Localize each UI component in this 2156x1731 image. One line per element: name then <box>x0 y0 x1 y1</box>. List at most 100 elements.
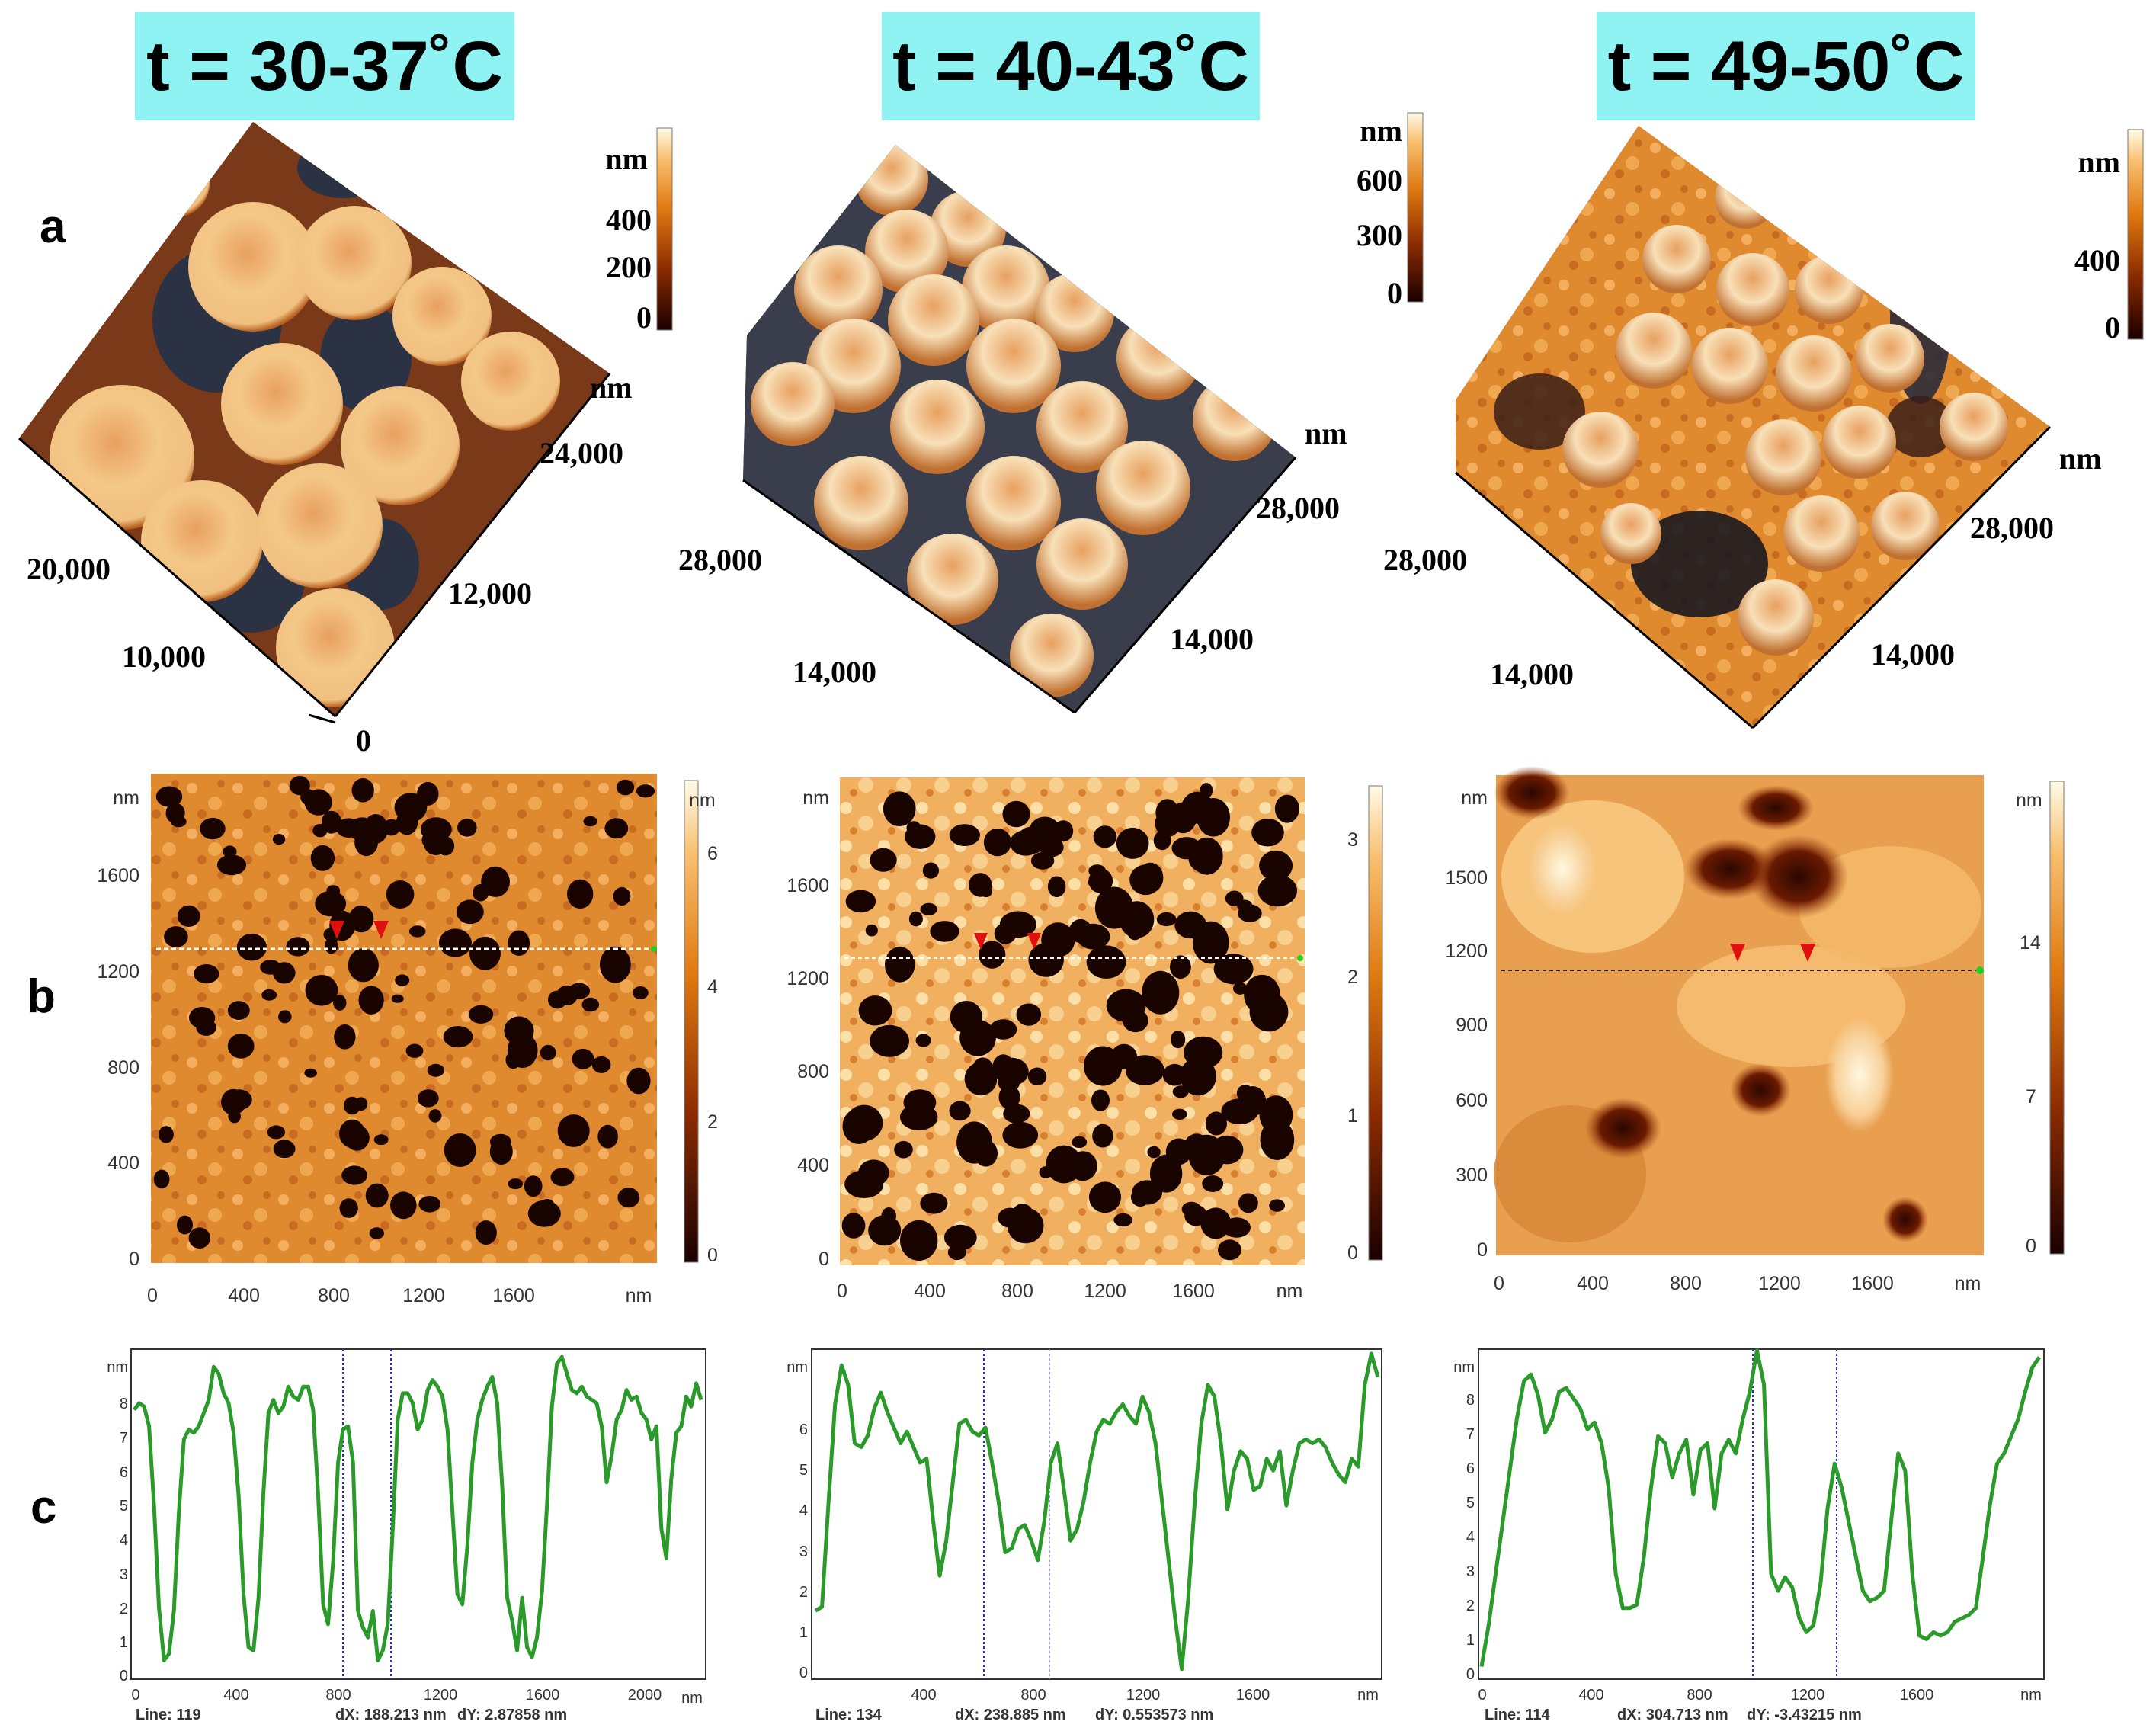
b2-y-tick: 800 <box>797 1061 829 1082</box>
b1-x-unit: nm <box>626 1285 652 1306</box>
b2-cbar-tick: 0 <box>1347 1242 1358 1264</box>
afm-pit <box>1088 1181 1122 1213</box>
afm-pit <box>883 791 916 826</box>
c3-y-tick: 7 <box>1466 1426 1475 1443</box>
afm-pit <box>1084 1046 1123 1086</box>
afm-pit <box>1072 1136 1088 1149</box>
b3-y-tick: 300 <box>1456 1165 1488 1186</box>
afm-pit <box>310 845 335 871</box>
afm-pit <box>922 862 939 879</box>
c1-y-tick: 1 <box>120 1634 128 1651</box>
afm-pit <box>1137 862 1164 893</box>
afm-pit <box>348 905 374 933</box>
b1-x-tick: 1600 <box>492 1285 535 1306</box>
afm-pit <box>1130 1188 1150 1207</box>
afm-pit <box>1088 877 1103 888</box>
a1-right-tick: 12,000 <box>448 576 532 611</box>
afm-pit <box>1149 1154 1183 1193</box>
afm-pit <box>469 936 501 970</box>
afm-pit <box>1170 955 1191 979</box>
b1-cbar-tick: 0 <box>707 1245 718 1266</box>
c1-y-tick: 0 <box>120 1668 128 1685</box>
afm-pit <box>438 928 472 957</box>
afm-pit <box>956 1121 992 1164</box>
afm-pit <box>373 1134 389 1146</box>
afm-pit <box>1260 1119 1295 1160</box>
afm-pit <box>312 824 328 838</box>
b3-y-tick: 600 <box>1456 1090 1488 1111</box>
afm-pit <box>325 938 338 954</box>
b2-y-tick: 1200 <box>786 968 829 989</box>
c3-footer-line: Line: 114 <box>1485 1707 1550 1723</box>
afm-pit <box>227 1034 255 1059</box>
afm-pit <box>841 1213 866 1239</box>
afm-pit <box>616 779 635 796</box>
c2-footer-dy: dY: 0.553573 nm <box>1095 1707 1213 1723</box>
b3-y-unit: nm <box>1461 787 1488 809</box>
afm-pit <box>583 816 597 827</box>
b2-y-unit: nm <box>802 787 829 809</box>
afm-pit <box>998 1207 1023 1228</box>
afm-pit <box>1027 1067 1047 1086</box>
afm-pit <box>335 818 361 838</box>
afm-pit <box>920 1192 948 1214</box>
afm-pit <box>1259 850 1293 881</box>
b1-cbar-tick: 4 <box>707 976 718 998</box>
afm-pit <box>164 926 188 947</box>
c1-footer-line: Line: 119 <box>136 1707 201 1723</box>
c3-y-tick: 6 <box>1466 1460 1475 1477</box>
a1-left-tick: 20,000 <box>27 552 111 586</box>
afm-pit <box>979 941 1006 969</box>
afm-pit <box>341 1165 367 1185</box>
afm-pit <box>305 975 338 1006</box>
c2-x-tick: 1200 <box>1126 1687 1161 1704</box>
a3-cbar-unit: nm <box>2078 145 2120 179</box>
a1-cbar-tick: 400 <box>606 203 652 237</box>
afm-pit <box>236 933 267 961</box>
b2-y-tick: 400 <box>797 1155 829 1176</box>
afm-pit <box>508 1178 524 1190</box>
c2-footer-line: Line: 134 <box>815 1707 883 1723</box>
a2-left-tick: 14,000 <box>793 655 876 689</box>
b3-x-tick: 0 <box>1494 1273 1504 1294</box>
b3-cbar-tick: 7 <box>2026 1086 2036 1108</box>
afm-pit <box>1017 832 1030 847</box>
afm-pit <box>979 886 992 898</box>
afm-pit <box>842 1108 876 1144</box>
c1-x-tick: 0 <box>131 1687 139 1704</box>
afm-pit <box>964 1062 998 1096</box>
afm-pit <box>999 911 1036 938</box>
b2-x-tick: 1200 <box>1084 1281 1126 1302</box>
afm-pit <box>1180 1056 1216 1096</box>
b3-x-tick: 400 <box>1577 1273 1609 1294</box>
afm-pit <box>424 833 448 855</box>
b1-y-tick: 1600 <box>97 865 139 886</box>
afm-pit <box>1200 783 1213 798</box>
afm-pit <box>1197 798 1230 837</box>
afm-pit <box>949 824 981 846</box>
c3-x-tick: 0 <box>1478 1687 1486 1704</box>
b1-y-tick: 400 <box>107 1152 139 1174</box>
afm-pit <box>858 995 892 1026</box>
afm-pit <box>348 948 379 983</box>
afm-pit <box>1213 954 1254 985</box>
a1-cbar-unit: nm <box>605 142 648 176</box>
b1-x-tick: 0 <box>147 1285 158 1306</box>
b3-y-tick: 0 <box>1477 1239 1488 1261</box>
afm-pit <box>489 1133 511 1150</box>
afm-pit <box>417 781 439 806</box>
afm-pit <box>227 1001 250 1020</box>
row-label-c: c <box>30 1481 57 1534</box>
panel-c-labels: nm 8 7 6 5 4 3 2 1 0 0 400 800 1200 1600… <box>107 1359 2042 1723</box>
c3-x-tick: 800 <box>1687 1687 1712 1704</box>
afm-pit <box>930 921 959 942</box>
a2-left-tick: 28,000 <box>678 543 762 577</box>
b1-y-tick: 800 <box>107 1057 139 1079</box>
c3-x-tick: 400 <box>1578 1687 1603 1704</box>
afm-pit <box>903 1089 937 1116</box>
afm-pit <box>390 1191 417 1220</box>
c3-y-tick: 8 <box>1466 1392 1475 1409</box>
b2-x-tick: 800 <box>1001 1281 1033 1302</box>
a3-cbar-tick: 0 <box>2105 310 2120 345</box>
